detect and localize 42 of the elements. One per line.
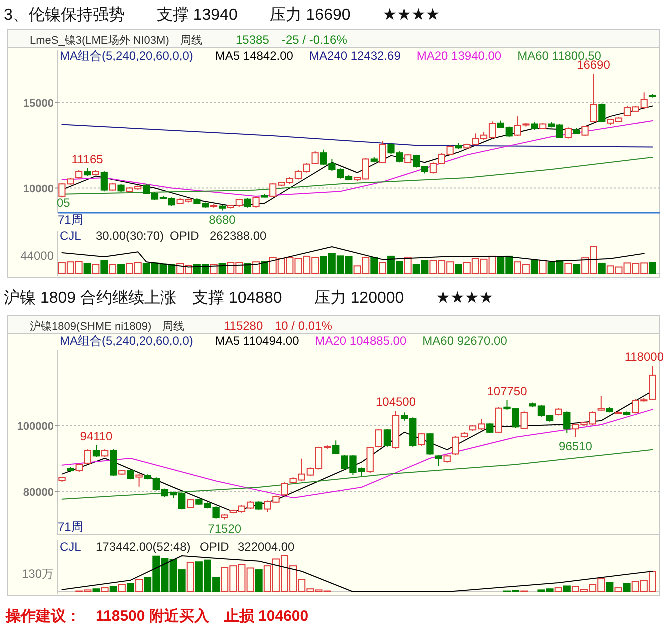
annotation: 94110 <box>80 429 114 444</box>
text: MA20 104885.00 <box>315 334 407 348</box>
text: 322004.00 <box>238 540 296 554</box>
chart-title: CJL <box>60 229 82 243</box>
y-tick-label: 80000 <box>23 486 54 499</box>
annotation: 8680 <box>209 212 236 227</box>
text: 130万 <box>22 567 54 581</box>
text: MA5 110494.00 <box>215 334 300 348</box>
annotation: 71周 <box>58 520 84 534</box>
text: -25 / -0.16% <box>282 33 348 47</box>
text: 44000 <box>20 249 54 263</box>
chart-title: 沪镍 1809 合约继续上涨 支撑 104880 压力 120000 ★★★★ <box>4 289 494 307</box>
text: 30.00(30:70) <box>96 229 164 243</box>
text: 10 / 0.01% <box>275 319 333 333</box>
legend-title: MA组合(5,240,20,60,0,0) <box>60 334 194 348</box>
chart-subtitle: 沪镍1809(SHME ni1809) 周线 <box>30 320 185 333</box>
chart-subtitle: LmeS_镍3(LME场外 NI03M) 周线 <box>30 34 202 47</box>
text: 15385 <box>236 33 270 47</box>
y-tick-label: 10000 <box>23 183 54 196</box>
y-tick-label: 100000 <box>17 420 54 433</box>
text: MA60 92670.00 <box>422 334 508 348</box>
text: 115280 <box>224 319 264 333</box>
text: OPID <box>170 229 200 243</box>
text: MA5 14842.00 <box>215 49 294 63</box>
y-tick-label: 15000 <box>23 98 54 110</box>
text: 262388.00 <box>210 229 268 243</box>
text: 173442.00(52:48) <box>96 540 191 554</box>
annotation: 05 <box>57 196 71 210</box>
annotation: 71520 <box>208 522 242 536</box>
annotation: 104500 <box>376 395 416 410</box>
annotation: 96510 <box>559 439 593 454</box>
annotation: 118000 <box>624 350 664 364</box>
text: 71周 <box>58 213 84 227</box>
legend-title: MA组合(5,240,20,60,0,0) <box>60 49 194 63</box>
text: MA20 13940.00 <box>416 49 502 63</box>
annotation: 11165 <box>72 152 104 166</box>
text: MA240 12432.69 <box>309 49 402 63</box>
chart-title: CJL <box>60 540 82 554</box>
chart-title: 3、伦镍保持强势 支撑 13940 压力 16690 ★★★★ <box>4 6 440 24</box>
text: OPID <box>200 540 230 554</box>
text: 操作建议： 118500 附近买入 止损 104600 <box>5 607 309 625</box>
annotation: 107750 <box>487 384 528 398</box>
